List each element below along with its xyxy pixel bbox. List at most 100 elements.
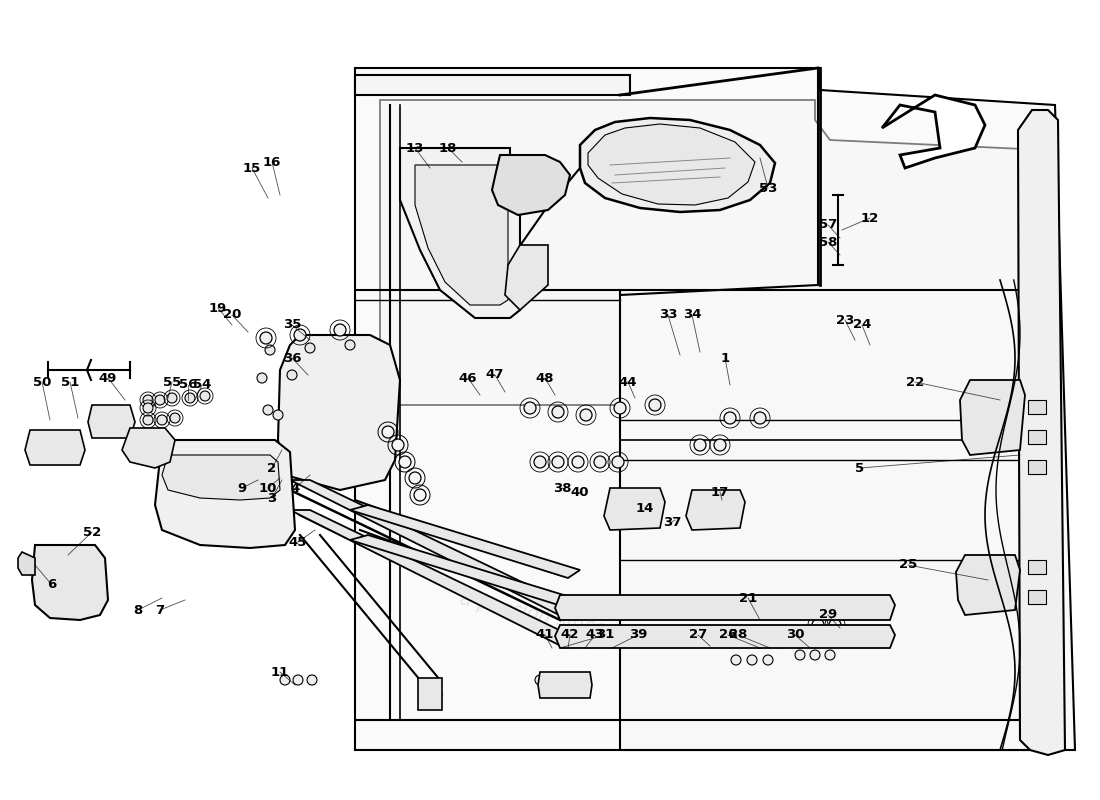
Text: 54: 54	[192, 378, 211, 391]
Circle shape	[224, 472, 240, 488]
Circle shape	[414, 489, 426, 501]
Circle shape	[754, 412, 766, 424]
Text: 39: 39	[629, 629, 647, 642]
Text: 15: 15	[243, 162, 261, 174]
Bar	[1028, 590, 1046, 604]
Circle shape	[754, 632, 766, 644]
Polygon shape	[580, 118, 776, 212]
Text: 37: 37	[663, 515, 681, 529]
Circle shape	[552, 406, 564, 418]
Bar	[1028, 430, 1046, 444]
Circle shape	[143, 403, 153, 413]
Circle shape	[280, 675, 290, 685]
Text: 44: 44	[618, 375, 637, 389]
Text: 13: 13	[406, 142, 425, 154]
Circle shape	[157, 415, 167, 425]
Text: 5: 5	[856, 462, 865, 474]
Text: 4: 4	[290, 482, 299, 494]
Circle shape	[40, 554, 96, 610]
Circle shape	[825, 650, 835, 660]
Polygon shape	[1018, 110, 1065, 755]
Polygon shape	[355, 75, 630, 95]
Text: 58: 58	[818, 235, 837, 249]
Text: 56: 56	[179, 378, 197, 391]
Polygon shape	[882, 95, 984, 168]
Circle shape	[62, 576, 74, 588]
Text: 28: 28	[729, 629, 747, 642]
Bar	[1028, 560, 1046, 574]
Circle shape	[763, 655, 773, 665]
Circle shape	[155, 395, 165, 405]
Circle shape	[829, 619, 842, 631]
Polygon shape	[492, 155, 570, 215]
Polygon shape	[604, 488, 666, 530]
Circle shape	[732, 655, 741, 665]
Text: 52: 52	[82, 526, 101, 538]
Circle shape	[214, 494, 250, 530]
Text: 50: 50	[33, 375, 52, 389]
Polygon shape	[32, 545, 108, 620]
Text: 29: 29	[818, 609, 837, 622]
Circle shape	[263, 405, 273, 415]
Polygon shape	[415, 165, 508, 305]
Circle shape	[612, 456, 624, 468]
Polygon shape	[400, 148, 520, 318]
Circle shape	[382, 426, 394, 438]
Text: 34: 34	[683, 309, 702, 322]
Text: 45: 45	[289, 535, 307, 549]
Text: 18: 18	[439, 142, 458, 154]
Circle shape	[305, 343, 315, 353]
Text: 22: 22	[906, 375, 924, 389]
Polygon shape	[538, 672, 592, 698]
Text: es: es	[705, 342, 935, 518]
Circle shape	[307, 675, 317, 685]
Text: 10: 10	[258, 482, 277, 494]
Circle shape	[224, 504, 240, 520]
Polygon shape	[155, 440, 295, 548]
Circle shape	[649, 399, 661, 411]
Polygon shape	[162, 455, 280, 500]
Text: 31: 31	[596, 629, 614, 642]
Circle shape	[200, 480, 264, 544]
Circle shape	[257, 373, 267, 383]
Polygon shape	[956, 555, 1020, 615]
Text: 30: 30	[785, 629, 804, 642]
Polygon shape	[25, 430, 85, 465]
Text: 20: 20	[223, 309, 241, 322]
Polygon shape	[686, 490, 745, 530]
Circle shape	[795, 650, 805, 660]
Polygon shape	[350, 505, 580, 578]
Circle shape	[534, 456, 546, 468]
Circle shape	[52, 566, 84, 598]
Text: 24: 24	[852, 318, 871, 331]
Circle shape	[167, 393, 177, 403]
Circle shape	[614, 402, 626, 414]
Circle shape	[185, 393, 195, 403]
Text: 35: 35	[283, 318, 301, 331]
Polygon shape	[88, 405, 135, 438]
Text: 36: 36	[283, 351, 301, 365]
Circle shape	[812, 619, 824, 631]
Circle shape	[273, 410, 283, 420]
Text: 55: 55	[163, 375, 182, 389]
Text: 23: 23	[836, 314, 855, 326]
Polygon shape	[620, 290, 1045, 750]
Text: 12: 12	[861, 211, 879, 225]
Text: 1: 1	[720, 351, 729, 365]
Circle shape	[265, 345, 275, 355]
Text: 19: 19	[209, 302, 227, 314]
Text: 57: 57	[818, 218, 837, 231]
Polygon shape	[556, 595, 895, 620]
Polygon shape	[960, 380, 1025, 455]
Circle shape	[792, 632, 804, 644]
Text: 48: 48	[536, 371, 554, 385]
Text: 47: 47	[486, 369, 504, 382]
Circle shape	[287, 370, 297, 380]
Circle shape	[260, 332, 272, 344]
Circle shape	[552, 456, 564, 468]
Polygon shape	[290, 480, 580, 618]
Polygon shape	[290, 510, 580, 648]
Circle shape	[549, 675, 559, 685]
Text: 41: 41	[536, 629, 554, 642]
Circle shape	[810, 650, 820, 660]
